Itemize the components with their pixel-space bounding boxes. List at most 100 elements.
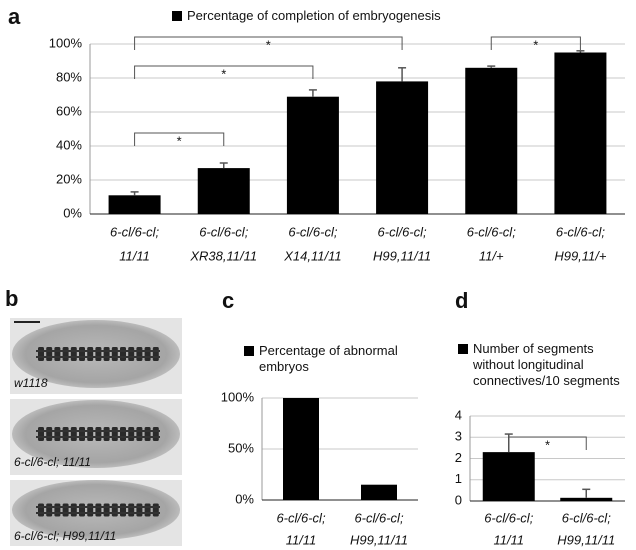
y-tick-label: 1 <box>455 471 462 486</box>
x-tick-label: 11/+ <box>479 248 504 263</box>
x-tick-label: 6-cl/6-cl; <box>288 224 338 239</box>
y-tick-label: 20% <box>56 171 82 186</box>
x-tick-label: H99,11/11 <box>373 248 431 263</box>
y-tick-label: 60% <box>56 103 82 118</box>
significance-label: * <box>533 37 538 52</box>
x-tick-label: 6-cl/6-cl; <box>199 224 249 239</box>
segment <box>153 347 159 361</box>
y-tick-label: 4 <box>455 407 462 422</box>
segment <box>136 504 142 517</box>
legend-label: Percentage of abnormal embryos <box>259 343 409 375</box>
segment <box>120 347 126 361</box>
bar <box>483 452 535 501</box>
segment <box>120 427 126 441</box>
y-tick-label: 100% <box>221 389 255 404</box>
y-tick-label: 0 <box>455 492 462 507</box>
significance-label: * <box>177 133 182 148</box>
legend: Number of segments without longitudinal … <box>458 341 633 389</box>
figure: b w1118 6-cl/6-cl; 11/11 6-cl/6-cl; H99,11/… <box>0 0 636 550</box>
segment <box>63 504 69 517</box>
x-tick-label: XR38,11/11 <box>189 248 257 263</box>
error-bar <box>582 489 590 498</box>
x-tick-label: 6-cl/6-cl; <box>110 224 160 239</box>
segment <box>112 427 118 441</box>
bar <box>465 68 517 214</box>
segment <box>128 347 134 361</box>
x-tick-label: 6-cl/6-cl; <box>467 224 517 239</box>
x-tick-label: 6-cl/6-cl; <box>354 510 404 525</box>
segment <box>104 347 110 361</box>
y-tick-label: 3 <box>455 429 462 444</box>
y-tick-label: 100% <box>49 35 83 50</box>
segment <box>145 347 151 361</box>
x-tick-label: H99,11/11 <box>557 532 615 547</box>
image-caption: 6-cl/6-cl; 11/11 <box>14 455 91 469</box>
segment <box>46 427 52 441</box>
segment <box>54 347 60 361</box>
x-tick-label: 11/11 <box>493 532 524 547</box>
segment <box>71 504 77 517</box>
segment <box>54 504 60 517</box>
x-tick-label: 6-cl/6-cl; <box>276 510 326 525</box>
y-tick-label: 50% <box>228 440 254 455</box>
segment <box>145 427 151 441</box>
segment <box>136 427 142 441</box>
segment <box>95 347 101 361</box>
segment <box>71 427 77 441</box>
y-tick-label: 80% <box>56 69 82 84</box>
legend: Percentage of completion of embryogenesi… <box>172 8 552 24</box>
x-tick-label: H99,11/11 <box>350 532 408 547</box>
panel-letter: d <box>455 288 468 313</box>
significance-label: * <box>545 437 550 452</box>
x-tick-label: 6-cl/6-cl; <box>556 224 606 239</box>
segment <box>79 504 85 517</box>
segment <box>46 504 52 517</box>
legend-label: Percentage of completion of embryogenesi… <box>187 8 441 24</box>
y-tick-label: 0% <box>235 491 254 506</box>
x-tick-label: 11/11 <box>119 248 150 263</box>
bar <box>376 81 428 214</box>
segment <box>46 347 52 361</box>
legend-swatch <box>172 11 182 21</box>
panel-letter: b <box>5 286 18 311</box>
segment <box>104 427 110 441</box>
segment <box>128 427 134 441</box>
segment <box>112 504 118 517</box>
segment <box>71 347 77 361</box>
segment <box>145 504 151 517</box>
legend: Percentage of abnormal embryos <box>244 343 409 375</box>
segment <box>153 504 159 517</box>
legend-swatch <box>458 344 468 354</box>
segment <box>128 504 134 517</box>
x-tick-label: 6-cl/6-cl; <box>484 510 534 525</box>
y-tick-label: 2 <box>455 450 462 465</box>
segment <box>95 504 101 517</box>
segment <box>79 427 85 441</box>
segment <box>136 347 142 361</box>
significance-label: * <box>266 37 271 52</box>
segment <box>112 347 118 361</box>
x-tick-label: 6-cl/6-cl; <box>562 510 612 525</box>
segment <box>54 427 60 441</box>
segment <box>38 427 44 441</box>
segment <box>79 347 85 361</box>
legend-label: Number of segments without longitudinal … <box>473 341 633 389</box>
segment <box>63 347 69 361</box>
error-bar <box>398 68 406 82</box>
bar <box>361 485 397 500</box>
error-bar <box>309 90 317 97</box>
bar <box>560 498 612 501</box>
bar <box>283 398 319 500</box>
image-caption: w1118 <box>14 376 48 390</box>
segment <box>153 427 159 441</box>
error-bar <box>220 163 228 168</box>
panel-letter: a <box>8 4 21 29</box>
segment <box>38 504 44 517</box>
chart: b w1118 6-cl/6-cl; 11/11 6-cl/6-cl; H99,11/… <box>0 0 636 550</box>
error-bar <box>576 51 584 53</box>
legend-swatch <box>244 346 254 356</box>
segment <box>87 347 93 361</box>
x-tick-label: X14,11/11 <box>283 248 341 263</box>
y-tick-label: 40% <box>56 137 82 152</box>
x-tick-label: H99,11/+ <box>554 248 607 263</box>
